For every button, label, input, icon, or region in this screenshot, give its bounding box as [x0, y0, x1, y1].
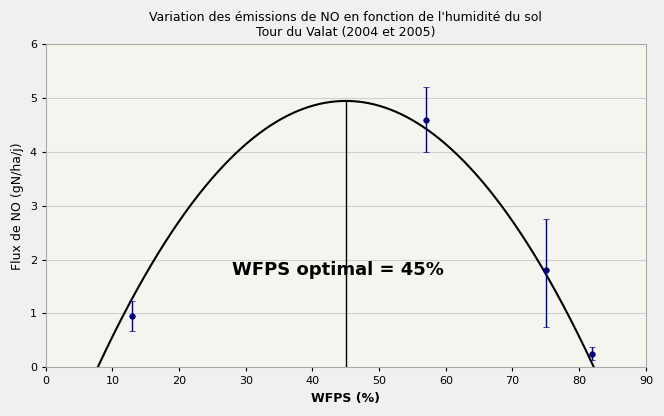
Title: Variation des émissions de NO en fonction de l'humidité du sol
Tour du Valat (20: Variation des émissions de NO en fonctio… [149, 11, 542, 39]
X-axis label: WFPS (%): WFPS (%) [311, 392, 380, 405]
Text: WFPS optimal = 45%: WFPS optimal = 45% [232, 261, 444, 280]
Y-axis label: Flux de NO (gN/ha/j): Flux de NO (gN/ha/j) [11, 142, 24, 270]
